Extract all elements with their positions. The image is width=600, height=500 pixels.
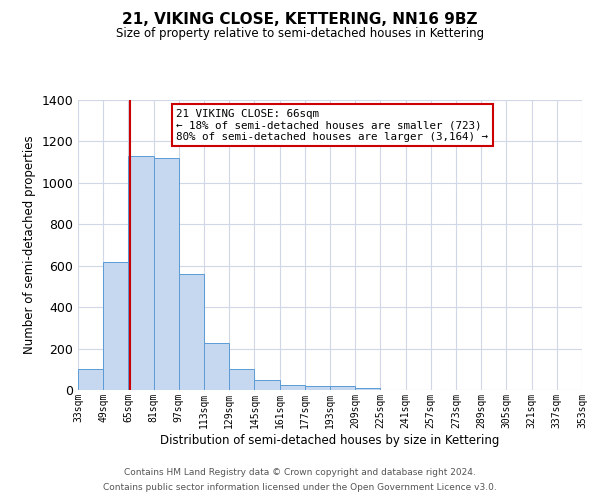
Text: 21 VIKING CLOSE: 66sqm
← 18% of semi-detached houses are smaller (723)
80% of se: 21 VIKING CLOSE: 66sqm ← 18% of semi-det… bbox=[176, 108, 488, 142]
Text: Size of property relative to semi-detached houses in Kettering: Size of property relative to semi-detach… bbox=[116, 28, 484, 40]
Y-axis label: Number of semi-detached properties: Number of semi-detached properties bbox=[23, 136, 36, 354]
Bar bbox=[330, 386, 355, 390]
Bar bbox=[254, 380, 280, 390]
Bar bbox=[154, 158, 179, 390]
Bar bbox=[179, 274, 204, 390]
Bar bbox=[103, 262, 128, 390]
X-axis label: Distribution of semi-detached houses by size in Kettering: Distribution of semi-detached houses by … bbox=[160, 434, 500, 446]
Bar bbox=[229, 370, 254, 390]
Bar bbox=[305, 386, 330, 390]
Bar bbox=[204, 344, 229, 390]
Text: Contains HM Land Registry data © Crown copyright and database right 2024.: Contains HM Land Registry data © Crown c… bbox=[124, 468, 476, 477]
Bar bbox=[280, 385, 305, 390]
Text: Contains public sector information licensed under the Open Government Licence v3: Contains public sector information licen… bbox=[103, 483, 497, 492]
Bar bbox=[128, 156, 154, 390]
Text: 21, VIKING CLOSE, KETTERING, NN16 9BZ: 21, VIKING CLOSE, KETTERING, NN16 9BZ bbox=[122, 12, 478, 28]
Bar bbox=[355, 388, 380, 390]
Bar bbox=[78, 370, 103, 390]
